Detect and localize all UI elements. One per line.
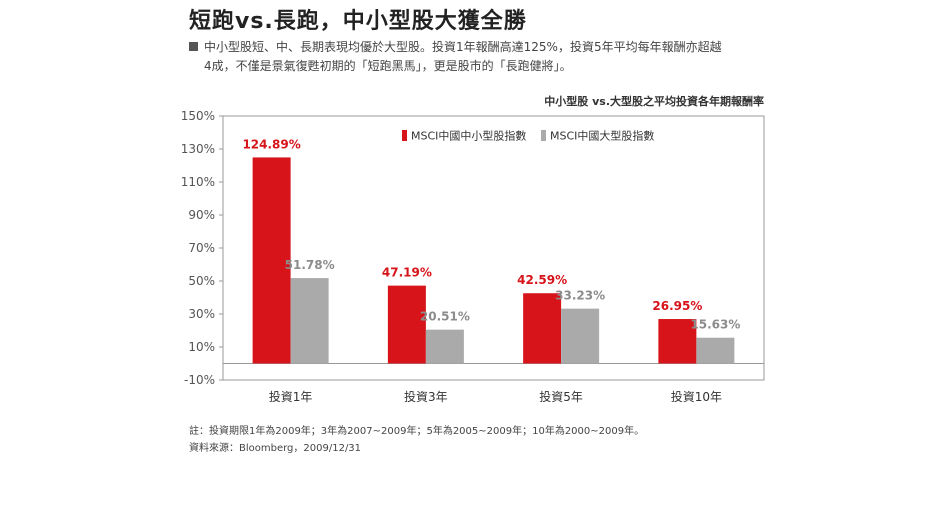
bar-large-cap: [696, 337, 735, 364]
intro-line-2: 4成，不僅是景氣復甦初期的「短跑黑馬」，更是股市的「長跑健將」。: [204, 59, 572, 73]
bullet-square-icon: [189, 42, 198, 51]
footnote-source: 資料來源：Bloomberg，2009/12/31: [189, 443, 362, 454]
data-label: 15.63%: [690, 318, 740, 332]
y-tick-label: 50%: [188, 274, 215, 288]
data-label: 51.78%: [285, 258, 335, 272]
y-tick-label: 30%: [188, 307, 215, 321]
y-tick-label: 130%: [181, 142, 215, 156]
intro-text: 中小型股短、中、長期表現均優於大型股。投資1年報酬高達125%，投資5年平均每年…: [189, 38, 774, 76]
intro-line-1: 中小型股短、中、長期表現均優於大型股。投資1年報酬高達125%，投資5年平均每年…: [204, 40, 722, 54]
legend-label: MSCI中國大型股指數: [550, 129, 654, 143]
footnotes: 註：投資期限1年為2009年；3年為2007~2009年；5年為2005~200…: [189, 423, 644, 457]
data-label: 47.19%: [382, 266, 432, 280]
bar-small-mid-cap: [387, 285, 426, 364]
chart-title: 中小型股 vs.大型股之平均投資各年期報酬率: [544, 95, 764, 108]
x-category-label: 投資1年: [269, 389, 313, 404]
x-category-label: 投資10年: [671, 389, 722, 404]
legend-label: MSCI中國中小型股指數: [411, 129, 526, 143]
x-category-label: 投資5年: [539, 389, 583, 404]
bar-large-cap: [290, 278, 329, 364]
bar-large-cap: [425, 329, 464, 364]
y-tick-label: 10%: [188, 340, 215, 354]
y-tick-label: -10%: [184, 373, 215, 387]
bar-large-cap: [561, 308, 600, 364]
y-tick-label: 70%: [188, 241, 215, 255]
y-tick-label: 110%: [181, 175, 215, 189]
bar-small-mid-cap: [252, 157, 291, 364]
data-label: 124.89%: [242, 137, 300, 151]
footnote-period: 註：投資期限1年為2009年；3年為2007~2009年；5年為2005~200…: [189, 426, 645, 437]
legend-swatch: [402, 130, 407, 141]
y-tick-label: 150%: [181, 109, 215, 123]
data-label: 20.51%: [420, 310, 470, 324]
bar-small-mid-cap: [523, 293, 562, 364]
legend-swatch: [541, 130, 546, 141]
data-label: 26.95%: [652, 299, 702, 313]
data-label: 33.23%: [555, 289, 605, 303]
data-label: 42.59%: [517, 273, 567, 287]
y-tick-label: 90%: [188, 208, 215, 222]
headline: 短跑vs.長跑，中小型股大獲全勝: [189, 9, 527, 34]
bar-small-mid-cap: [658, 319, 697, 364]
x-category-label: 投資3年: [404, 389, 448, 404]
